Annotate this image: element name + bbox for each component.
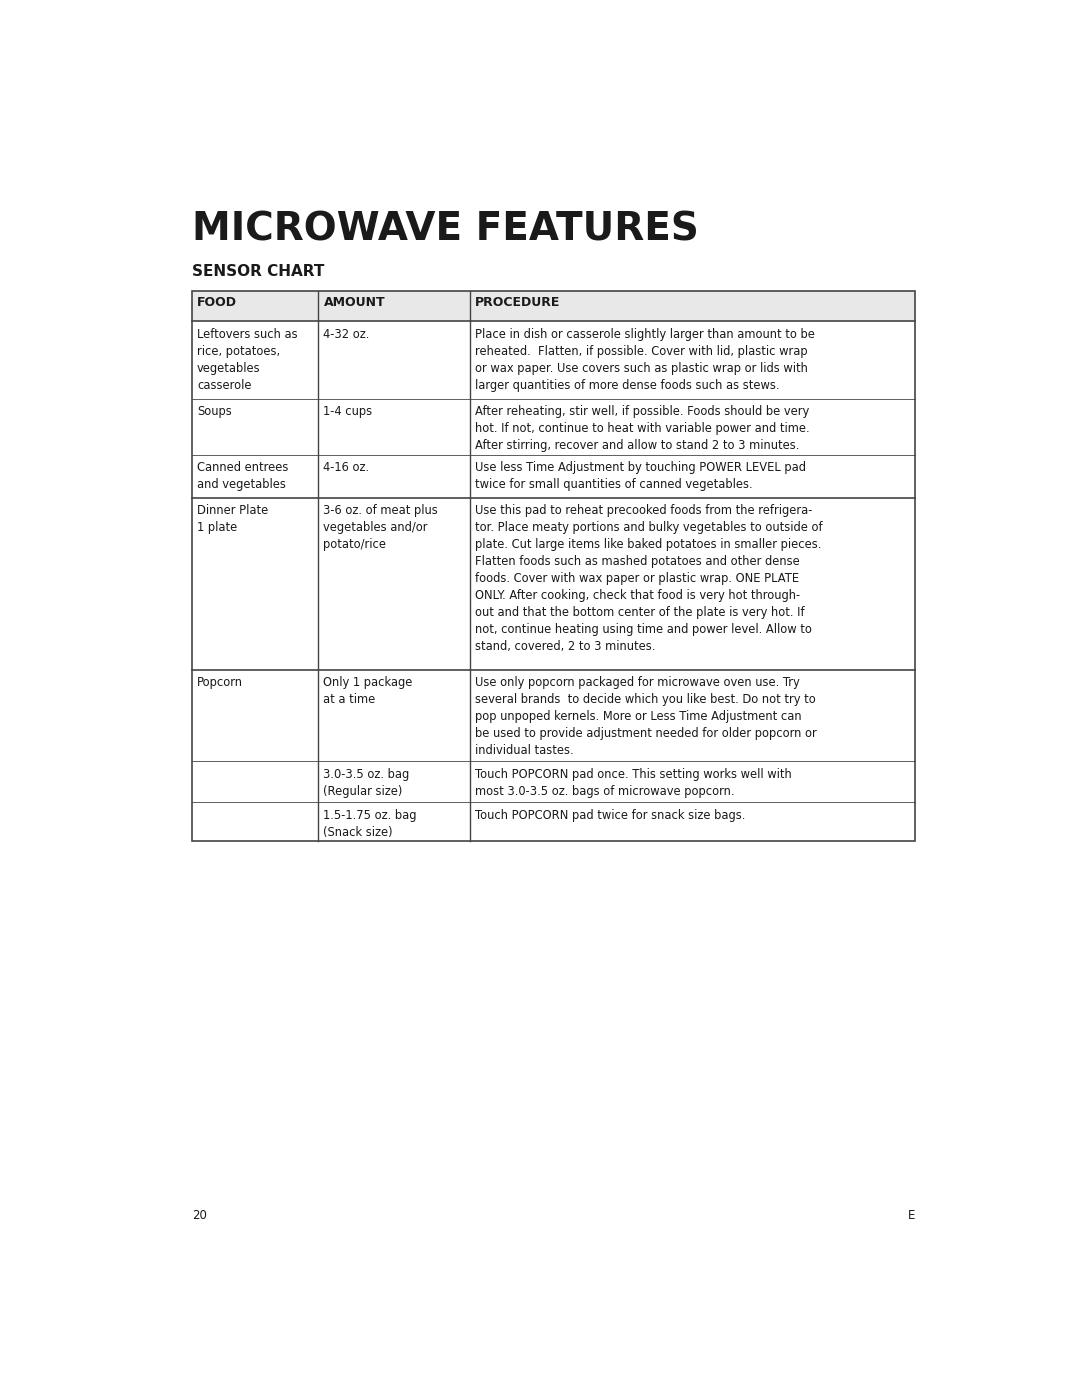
Text: AMOUNT: AMOUNT [324, 296, 386, 309]
Text: 3.0-3.5 oz. bag
(Regular size): 3.0-3.5 oz. bag (Regular size) [324, 768, 409, 798]
Text: After reheating, stir well, if possible. Foods should be very
hot. If not, conti: After reheating, stir well, if possible.… [475, 405, 810, 453]
Text: PROCEDURE: PROCEDURE [475, 296, 561, 309]
Text: Use less Time Adjustment by touching POWER LEVEL pad
twice for small quantities : Use less Time Adjustment by touching POW… [475, 461, 807, 492]
Text: Use this pad to reheat precooked foods from the refrigera-
tor. Place meaty port: Use this pad to reheat precooked foods f… [475, 504, 823, 654]
Text: 1-4 cups: 1-4 cups [324, 405, 373, 418]
Text: MICROWAVE FEATURES: MICROWAVE FEATURES [192, 211, 699, 249]
Bar [192, 292, 915, 841]
Text: Touch POPCORN pad twice for snack size bags.: Touch POPCORN pad twice for snack size b… [475, 809, 745, 821]
Text: Dinner Plate
1 plate: Dinner Plate 1 plate [197, 504, 268, 534]
Text: Popcorn: Popcorn [197, 676, 243, 690]
Text: Only 1 package
at a time: Only 1 package at a time [324, 676, 413, 707]
Text: 4-32 oz.: 4-32 oz. [324, 328, 369, 341]
Text: Touch POPCORN pad once. This setting works well with
most 3.0-3.5 oz. bags of mi: Touch POPCORN pad once. This setting wor… [475, 768, 792, 798]
Text: 3-6 oz. of meat plus
vegetables and/or
potato/rice: 3-6 oz. of meat plus vegetables and/or p… [324, 504, 438, 552]
Text: E: E [907, 1208, 915, 1222]
Text: Use only popcorn packaged for microwave oven use. Try
several brands  to decide : Use only popcorn packaged for microwave … [475, 676, 818, 757]
Text: 20: 20 [192, 1208, 206, 1222]
Text: 4-16 oz.: 4-16 oz. [324, 461, 369, 475]
Text: Place in dish or casserole slightly larger than amount to be
reheated.  Flatten,: Place in dish or casserole slightly larg… [475, 328, 815, 393]
Text: Soups: Soups [197, 405, 232, 418]
Text: Leftovers such as
rice, potatoes,
vegetables
casserole: Leftovers such as rice, potatoes, vegeta… [197, 328, 298, 393]
Text: Canned entrees
and vegetables: Canned entrees and vegetables [197, 461, 288, 492]
Text: 1.5-1.75 oz. bag
(Snack size): 1.5-1.75 oz. bag (Snack size) [324, 809, 417, 838]
Text: FOOD: FOOD [197, 296, 237, 309]
Text: SENSOR CHART: SENSOR CHART [192, 264, 324, 279]
Bar [192, 292, 915, 321]
